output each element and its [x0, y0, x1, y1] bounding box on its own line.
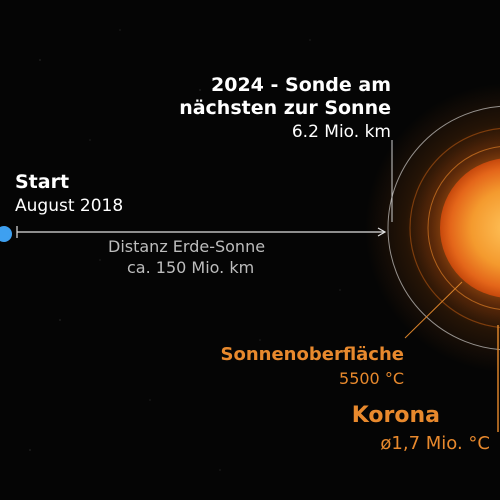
closest-approach-distance: 6.2 Mio. km [291, 122, 391, 142]
surface-ring [427, 146, 500, 310]
start-title: Start [15, 171, 70, 193]
star-field [29, 29, 341, 471]
earth [0, 226, 12, 242]
corona-size: ø1,7 Mio. °C [380, 433, 490, 454]
distance-label-line1: Distanz Erde-Sonne [108, 237, 266, 256]
corona-title: Korona [351, 403, 440, 428]
distance-arrow-head [377, 227, 387, 237]
surface-leader-line [404, 281, 463, 339]
distance-label-line2: ca. 150 Mio. km [127, 258, 255, 277]
sun-surface-temperature: 5500 °C [339, 369, 404, 388]
sun-surface-title: Sonnenoberfläche [220, 344, 405, 365]
closest-approach-ring [387, 105, 500, 351]
closest-approach-title-line2: nächsten zur Sonne [179, 97, 391, 119]
start-date: August 2018 [15, 196, 124, 216]
corona-ring [409, 127, 500, 329]
closest-approach-title-line1: 2024 - Sonde am [211, 74, 391, 96]
sun [440, 158, 500, 298]
